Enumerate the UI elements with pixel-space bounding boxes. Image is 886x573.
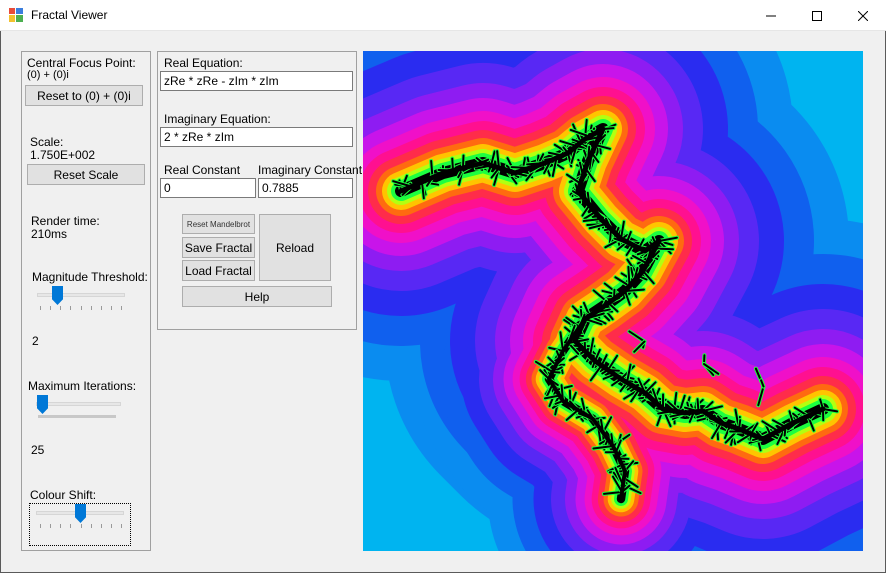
reload-button[interactable]: Reload bbox=[259, 214, 331, 281]
window-title: Fractal Viewer bbox=[31, 8, 108, 22]
close-button[interactable] bbox=[840, 0, 886, 31]
render-time-label: Render time: bbox=[31, 214, 100, 228]
iterations-value: 25 bbox=[31, 443, 45, 457]
iterations-label: Maximum Iterations: bbox=[28, 379, 137, 393]
real-constant-input[interactable]: 0 bbox=[160, 178, 256, 198]
real-equation-label: Real Equation: bbox=[164, 56, 243, 70]
reset-scale-button[interactable]: Reset Scale bbox=[27, 164, 145, 185]
iterations-range-indicator bbox=[38, 415, 116, 418]
magnitude-ticks bbox=[40, 306, 122, 310]
maximize-icon bbox=[812, 10, 822, 21]
help-button[interactable]: Help bbox=[182, 286, 332, 307]
julia-set-image bbox=[363, 51, 863, 551]
fractal-canvas[interactable] bbox=[363, 51, 863, 551]
app-icon bbox=[9, 8, 23, 22]
save-fractal-button[interactable]: Save Fractal bbox=[182, 237, 255, 258]
iterations-slider-track[interactable] bbox=[36, 402, 121, 406]
focus-value: (0) + (0)i bbox=[27, 69, 69, 81]
magnitude-slider-thumb[interactable] bbox=[52, 286, 63, 305]
real-constant-label: Real Constant bbox=[164, 163, 241, 177]
title-bar[interactable]: Fractal Viewer bbox=[0, 0, 886, 31]
imaginary-equation-input[interactable]: 2 * zRe * zIm bbox=[160, 127, 353, 147]
reset-mandelbrot-button[interactable]: Reset Mandelbrot bbox=[182, 214, 255, 234]
scale-label: Scale: bbox=[30, 135, 64, 149]
magnitude-slider-track[interactable] bbox=[37, 293, 125, 297]
imaginary-constant-input[interactable]: 0.7885 bbox=[258, 178, 353, 198]
equation-group bbox=[157, 51, 357, 330]
colour-shift-focus bbox=[29, 503, 131, 546]
magnitude-value: 2 bbox=[32, 334, 39, 348]
reset-focus-button[interactable]: Reset to (0) + (0)i bbox=[25, 85, 143, 106]
magnitude-label: Magnitude Threshold: bbox=[32, 270, 148, 284]
settings-group bbox=[21, 51, 151, 551]
imaginary-constant-label: Imaginary Constant bbox=[258, 163, 363, 177]
load-fractal-button[interactable]: Load Fractal bbox=[182, 260, 255, 281]
maximize-button[interactable] bbox=[794, 0, 840, 31]
colour-shift-ticks bbox=[40, 524, 122, 528]
colour-shift-label: Colour Shift: bbox=[30, 488, 97, 502]
render-time-value: 210ms bbox=[31, 227, 68, 241]
minimize-icon bbox=[766, 15, 776, 16]
close-icon bbox=[858, 10, 868, 21]
imaginary-equation-label: Imaginary Equation: bbox=[164, 112, 271, 126]
real-equation-input[interactable]: zRe * zRe - zIm * zIm bbox=[160, 71, 353, 91]
scale-value: 1.750E+002 bbox=[30, 148, 96, 162]
minimize-button[interactable] bbox=[748, 0, 794, 31]
focus-label: Central Focus Point: bbox=[27, 56, 136, 70]
colour-shift-slider-thumb[interactable] bbox=[75, 504, 86, 523]
iterations-slider-thumb[interactable] bbox=[37, 395, 48, 414]
